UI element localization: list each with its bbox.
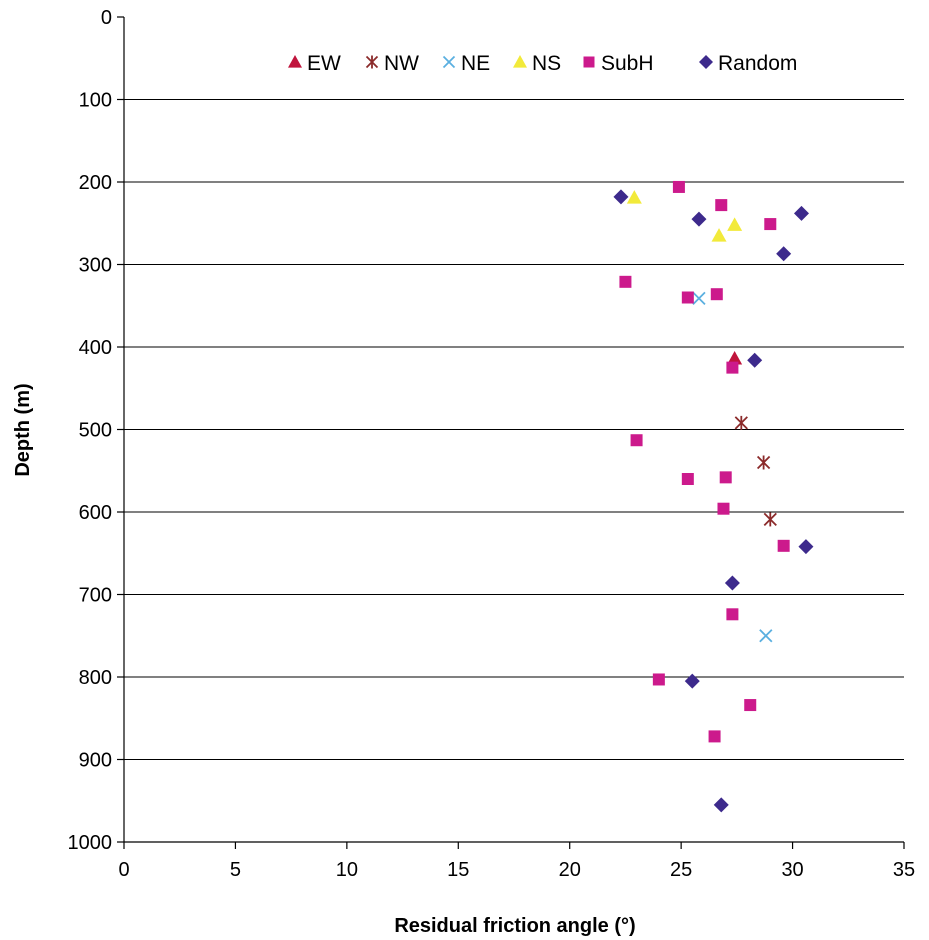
y-tick-label: 800 bbox=[79, 667, 112, 689]
point-subh bbox=[764, 218, 777, 231]
point-ne bbox=[759, 629, 773, 643]
y-tick-label: 200 bbox=[79, 172, 112, 194]
point-random bbox=[747, 352, 763, 368]
y-tick-label: 300 bbox=[79, 255, 112, 277]
point-subh bbox=[744, 699, 757, 712]
point-random bbox=[776, 246, 792, 262]
point-random bbox=[684, 673, 700, 689]
y-tick-label: 100 bbox=[79, 90, 112, 112]
y-tick-label: 500 bbox=[79, 420, 112, 442]
point-random bbox=[798, 539, 814, 555]
point-subh bbox=[777, 539, 790, 552]
x-tick-label: 35 bbox=[893, 859, 915, 881]
y-tick-label: 400 bbox=[79, 337, 112, 359]
legend-label: Random bbox=[718, 52, 797, 75]
point-nw bbox=[734, 415, 748, 430]
point-random bbox=[713, 797, 729, 813]
point-subh bbox=[619, 275, 632, 288]
legend-marker-subh bbox=[583, 56, 595, 68]
point-ns bbox=[626, 190, 642, 204]
legend-marker-ew bbox=[288, 55, 302, 68]
point-subh bbox=[681, 291, 694, 304]
point-subh bbox=[715, 199, 728, 212]
x-tick-label: 15 bbox=[447, 859, 469, 881]
point-subh bbox=[726, 608, 739, 621]
y-tick-label: 0 bbox=[101, 7, 112, 29]
x-tick-label: 25 bbox=[670, 859, 692, 881]
legend-marker-ne bbox=[442, 55, 456, 69]
point-subh bbox=[719, 471, 732, 484]
y-tick-label: 1000 bbox=[68, 832, 113, 854]
series-random bbox=[613, 189, 814, 813]
legend-item-ns: NS bbox=[513, 52, 561, 75]
grid-layer bbox=[124, 99, 904, 843]
legend-marker-random bbox=[699, 55, 713, 69]
point-subh bbox=[630, 434, 643, 447]
point-nw bbox=[763, 512, 777, 527]
legend-item-random: Random bbox=[699, 52, 797, 75]
series-subh bbox=[619, 180, 790, 743]
point-ew bbox=[727, 351, 743, 365]
point-subh bbox=[717, 502, 730, 515]
legend-label: SubH bbox=[601, 52, 654, 75]
x-tick-label: 5 bbox=[230, 859, 241, 881]
point-subh bbox=[672, 180, 685, 193]
point-ns bbox=[727, 217, 743, 231]
point-random bbox=[724, 575, 740, 591]
point-nw bbox=[756, 455, 771, 470]
legend-label: NS bbox=[532, 52, 561, 75]
legend-item-subh: SubH bbox=[583, 52, 654, 75]
x-tick-label: 10 bbox=[336, 859, 358, 881]
point-ns bbox=[711, 228, 727, 242]
series-ne bbox=[692, 291, 773, 643]
point-random bbox=[793, 205, 809, 221]
point-ne bbox=[692, 291, 706, 305]
y-tick-label: 600 bbox=[79, 502, 112, 524]
y-tick-label: 900 bbox=[79, 750, 112, 772]
points-layer bbox=[613, 180, 814, 813]
legend-item-ew: EW bbox=[288, 52, 341, 75]
legend-item-ne: NE bbox=[442, 52, 490, 75]
x-tick-label: 20 bbox=[559, 859, 581, 881]
point-random bbox=[613, 189, 629, 205]
point-subh bbox=[681, 473, 694, 485]
point-subh bbox=[708, 730, 721, 743]
x-tick-label: 30 bbox=[781, 859, 803, 881]
x-tick-label: 0 bbox=[118, 859, 129, 881]
point-subh bbox=[710, 288, 723, 301]
series-ew bbox=[727, 351, 743, 365]
series-ns bbox=[626, 190, 743, 242]
x-axis-title: Residual friction angle (°) bbox=[394, 915, 635, 937]
legend: EW NW NE NS SubH Random bbox=[288, 52, 797, 75]
legend-marker-ns bbox=[513, 55, 527, 68]
point-subh bbox=[652, 673, 665, 686]
series-nw bbox=[734, 415, 777, 527]
legend-label: EW bbox=[307, 52, 341, 75]
legend-label: NW bbox=[384, 52, 419, 75]
y-axis-title: Depth (m) bbox=[12, 383, 34, 476]
legend-marker-nw bbox=[365, 55, 379, 69]
legend-item-nw: NW bbox=[365, 52, 419, 75]
point-random bbox=[691, 211, 707, 227]
point-subh bbox=[726, 361, 739, 374]
legend-label: NE bbox=[461, 52, 490, 75]
y-tick-label: 700 bbox=[79, 585, 112, 607]
